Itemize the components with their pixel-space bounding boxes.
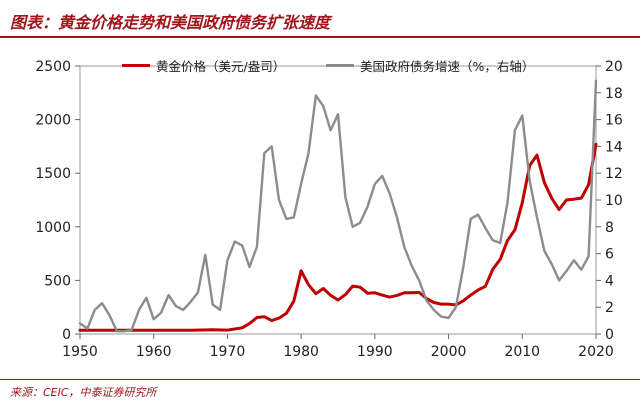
x-tick-label: 2000 [431, 344, 467, 360]
chart-axes: 0 500 1000 1500 2000 2500 0 2 4 6 8 10 12 14 16 18 20 195… [35, 59, 623, 360]
chart-title: 图表：黄金价格走势和美国政府债务扩张速度 [10, 13, 331, 32]
y-right-tick-label: 4 [605, 273, 614, 289]
y-left-tick-label: 1000 [35, 220, 71, 236]
y-left-tick-label: 500 [44, 273, 71, 289]
legend-item-gold: 黄金价格（美元/盎司） [122, 56, 285, 75]
source-note: 来源：CEIC，中泰证券研究所 [10, 386, 157, 399]
legend-item-debt: 美国政府债务增速（%，右轴） [326, 56, 534, 75]
x-tick-label: 1980 [283, 344, 319, 360]
y-right-tick-label: 2 [605, 300, 614, 316]
legend-swatch-debt [326, 64, 354, 67]
legend-label-debt: 美国政府债务增速（%，右轴） [360, 59, 535, 74]
y-right-tick-label: 6 [605, 247, 614, 263]
y-left-tick-label: 0 [62, 327, 71, 343]
x-tick-label: 2020 [578, 344, 614, 360]
y-left-tick-label: 1500 [35, 166, 71, 182]
y-right-tick-label: 20 [605, 59, 623, 75]
y-right-tick-label: 16 [605, 113, 623, 129]
chart-series [78, 79, 598, 333]
x-tick-label: 1970 [210, 344, 246, 360]
y-right-tick-label: 14 [605, 139, 623, 155]
y-right-tick-label: 12 [605, 166, 623, 182]
y-left-tick-label: 2000 [35, 113, 71, 129]
y-right-tick-label: 0 [605, 327, 614, 343]
legend-label-gold: 黄金价格（美元/盎司） [156, 59, 286, 74]
title-divider [0, 36, 640, 38]
x-tick-label: 1950 [62, 344, 98, 360]
legend-swatch-gold [122, 64, 150, 67]
series-line-gold-price [78, 142, 598, 332]
x-tick-label: 2010 [504, 344, 540, 360]
x-tick-label: 1990 [357, 344, 393, 360]
y-right-tick-label: 10 [605, 193, 623, 209]
y-right-tick-label: 8 [605, 220, 614, 236]
source-divider [0, 379, 640, 380]
series-line-debt-growth [78, 79, 598, 333]
y-left-tick-label: 2500 [35, 59, 71, 75]
x-tick-label: 1960 [136, 344, 172, 360]
plot-frame [79, 65, 597, 335]
y-right-tick-label: 18 [605, 86, 623, 102]
